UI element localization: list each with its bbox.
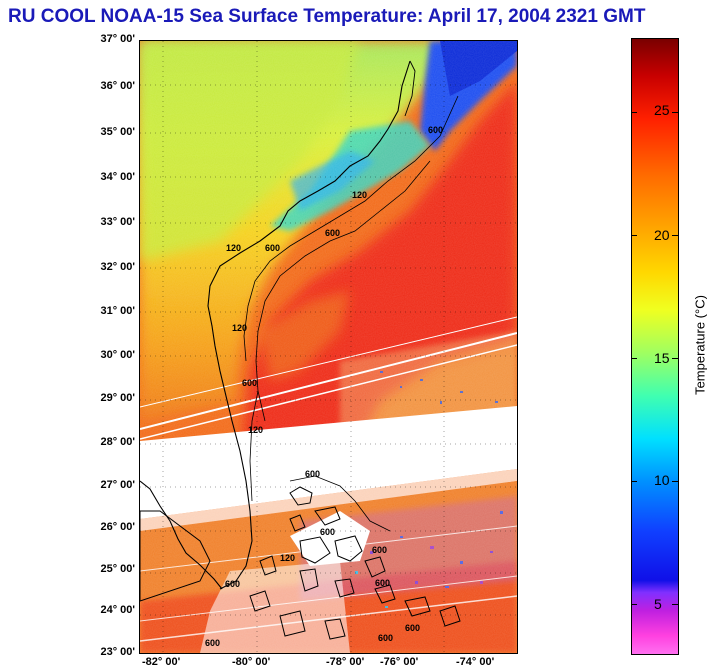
colorbar-tick-label: 10 bbox=[654, 472, 670, 488]
isobath-label: 120 bbox=[226, 243, 241, 253]
colorbar-tick bbox=[631, 111, 637, 113]
isobath-label: 120 bbox=[232, 323, 247, 333]
lon-label: -78° 00' bbox=[326, 656, 365, 668]
isobath-label: 120 bbox=[248, 425, 263, 435]
isobath-label: 600 bbox=[242, 378, 257, 388]
coastline bbox=[140, 60, 416, 590]
lat-label: 23° 00' bbox=[100, 646, 135, 658]
isobaths bbox=[243, 95, 459, 532]
lat-label: 31° 00' bbox=[100, 305, 135, 317]
lat-label: 24° 00' bbox=[100, 604, 135, 616]
colorbar-tick-label: 20 bbox=[654, 227, 670, 243]
graticule bbox=[140, 41, 517, 653]
land bbox=[140, 510, 211, 602]
colorbar-tick bbox=[631, 480, 637, 482]
colorbar-tick bbox=[672, 234, 678, 236]
colorbar-tick-label: 5 bbox=[654, 596, 662, 612]
isobath-label: 120 bbox=[352, 190, 367, 200]
lat-label: 35° 00' bbox=[100, 126, 135, 138]
page-title: RU COOL NOAA-15 Sea Surface Temperature:… bbox=[8, 6, 646, 27]
isobath-label: 600 bbox=[265, 243, 280, 253]
colorbar-tick bbox=[672, 111, 678, 113]
isobath-label: 600 bbox=[372, 545, 387, 555]
isobath-label: 600 bbox=[225, 579, 240, 589]
colorbar-tick bbox=[672, 603, 678, 605]
isobath-label-group: 600 120 600 120 600 120 600 120 600 600 … bbox=[205, 125, 443, 648]
isobath-label: 600 bbox=[305, 469, 320, 479]
lat-label: 32° 00' bbox=[100, 261, 135, 273]
lat-label: 25° 00' bbox=[100, 563, 135, 575]
colorbar-tick bbox=[672, 480, 678, 482]
lat-label: 34° 00' bbox=[100, 171, 135, 183]
lat-label: 37° 00' bbox=[100, 33, 135, 45]
colorbar-tick-label: 25 bbox=[654, 102, 670, 118]
isobath-label: 600 bbox=[428, 125, 443, 135]
isobath-label: 600 bbox=[405, 623, 420, 633]
lat-label: 30° 00' bbox=[100, 349, 135, 361]
isobath-label: 120 bbox=[280, 553, 295, 563]
lon-label: -82° 00' bbox=[142, 656, 181, 668]
colorbar-title: Temperature (°C) bbox=[692, 295, 708, 395]
colorbar-tick bbox=[631, 357, 637, 359]
isobath-label: 600 bbox=[375, 578, 390, 588]
lat-label: 36° 00' bbox=[100, 80, 135, 92]
lat-label: 33° 00' bbox=[100, 216, 135, 228]
colorbar-tick bbox=[672, 357, 678, 359]
lat-label: 26° 00' bbox=[100, 521, 135, 533]
colorbar-tick bbox=[631, 603, 637, 605]
colorbar-tick bbox=[631, 234, 637, 236]
bahamas-islands bbox=[249, 486, 461, 640]
lat-label: 28° 00' bbox=[100, 436, 135, 448]
lon-label: -76° 00' bbox=[380, 656, 419, 668]
isobath-label: 600 bbox=[378, 633, 393, 643]
temperature-colorbar bbox=[631, 38, 679, 655]
colorbar-tick-label: 15 bbox=[654, 350, 670, 366]
sst-map-canvas: 600 120 600 120 600 120 600 120 600 600 … bbox=[140, 41, 517, 653]
lat-label: 29° 00' bbox=[100, 392, 135, 404]
isobath-label: 600 bbox=[325, 228, 340, 238]
lon-label: -74° 00' bbox=[456, 656, 495, 668]
sst-map[interactable]: 600 120 600 120 600 120 600 120 600 600 … bbox=[139, 40, 518, 654]
lon-label: -80° 00' bbox=[232, 656, 271, 668]
isobath-label: 600 bbox=[320, 527, 335, 537]
lat-label: 27° 00' bbox=[100, 479, 135, 491]
isobath-label: 600 bbox=[205, 638, 220, 648]
